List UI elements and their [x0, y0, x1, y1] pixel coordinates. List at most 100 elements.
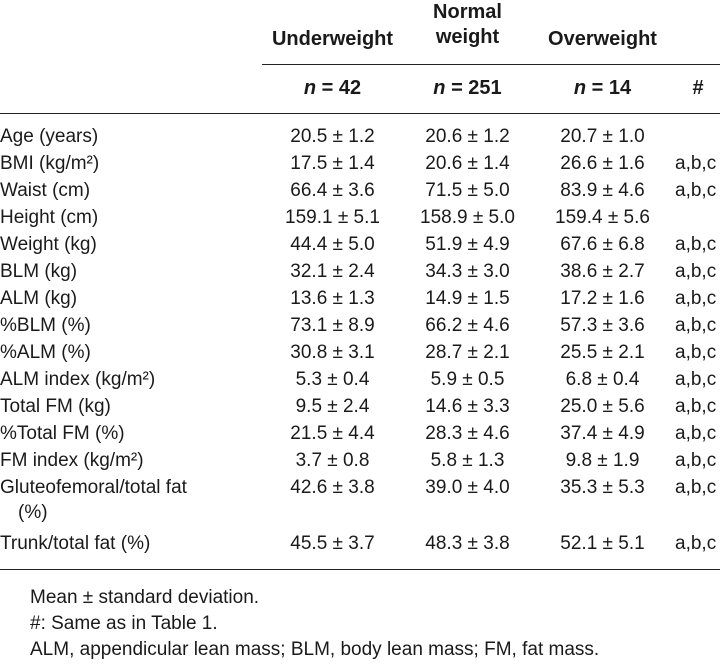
cell-underweight: 9.5 ± 2.4 — [295, 396, 370, 417]
n-italic: n — [433, 77, 446, 99]
table-row: Trunk/total fat (%) 45.5 ± 3.7 48.3 ± 3.… — [0, 530, 720, 557]
cell-underweight: 66.4 ± 3.6 — [290, 180, 375, 201]
table-row: FM index (kg/m²) 3.7 ± 0.8 5.8 ± 1.3 9.8… — [0, 447, 720, 474]
table-row: %BLM (%) 73.1 ± 8.9 66.2 ± 4.6 57.3 ± 3.… — [0, 312, 720, 339]
header-normal-weight: Normal weight — [400, 0, 535, 50]
cell-normal: 34.3 ± 3.0 — [425, 261, 510, 282]
cell-overweight: 37.4 ± 4.9 — [560, 423, 645, 444]
table-row: Gluteofemoral/total fat (%) 42.6 ± 3.8 3… — [0, 474, 720, 528]
cell-underweight: 5.3 ± 0.4 — [295, 369, 370, 390]
cell-normal: 28.7 ± 2.1 — [425, 342, 510, 363]
cell-normal: 5.8 ± 1.3 — [430, 450, 505, 471]
cell-underweight: 13.6 ± 1.3 — [290, 288, 375, 309]
header-normal-line2: weight — [435, 26, 500, 48]
cell-significance: a,b,c — [675, 342, 717, 363]
cell-overweight: 25.0 ± 5.6 — [560, 396, 645, 417]
table-row: %ALM (%) 30.8 ± 3.1 28.7 ± 2.1 25.5 ± 2.… — [0, 339, 720, 366]
cell-overweight: 83.9 ± 4.6 — [560, 180, 645, 201]
n-underweight: n = 42 — [265, 76, 400, 100]
cell-underweight: 42.6 ± 3.8 — [290, 477, 375, 498]
cell-underweight: 44.4 ± 5.0 — [290, 234, 375, 255]
cell-overweight: 38.6 ± 2.7 — [560, 261, 645, 282]
cell-underweight: 21.5 ± 4.4 — [290, 423, 375, 444]
cell-overweight: 159.4 ± 5.6 — [555, 207, 650, 228]
row-label: Waist (cm) — [0, 180, 91, 201]
n-overweight: n = 14 — [535, 76, 670, 100]
cell-underweight: 159.1 ± 5.1 — [285, 207, 380, 228]
cell-significance: a,b,c — [675, 477, 717, 498]
cell-overweight: 26.6 ± 1.6 — [560, 153, 645, 174]
cell-overweight: 9.8 ± 1.9 — [565, 450, 640, 471]
cell-normal: 39.0 ± 4.0 — [425, 477, 510, 498]
n-italic: n — [303, 77, 317, 99]
cell-normal: 14.9 ± 1.5 — [425, 288, 510, 309]
cell-overweight: 6.8 ± 0.4 — [565, 369, 640, 390]
table-row: %Total FM (%) 21.5 ± 4.4 28.3 ± 4.6 37.4… — [0, 420, 720, 447]
cell-overweight: 67.6 ± 6.8 — [560, 234, 645, 255]
table-row: ALM index (kg/m²) 5.3 ± 0.4 5.9 ± 0.5 6.… — [0, 366, 720, 393]
cell-significance: a,b,c — [675, 234, 717, 255]
row-label: BLM (kg) — [0, 261, 78, 282]
cell-normal: 28.3 ± 4.6 — [425, 423, 510, 444]
table-row: Height (cm) 159.1 ± 5.1 158.9 ± 5.0 159.… — [0, 204, 720, 231]
n-italic: n — [573, 77, 587, 99]
cell-underweight: 20.5 ± 1.2 — [290, 126, 375, 147]
cell-overweight: 52.1 ± 5.1 — [560, 533, 645, 554]
header-rule-bottom — [0, 113, 720, 114]
cell-significance: a,b,c — [675, 288, 717, 309]
table-row: Total FM (kg) 9.5 ± 2.4 14.6 ± 3.3 25.0 … — [0, 393, 720, 420]
header-normal-line1: Normal — [433, 1, 502, 23]
row-label: Age (years) — [0, 126, 99, 147]
cell-significance: a,b,c — [675, 369, 717, 390]
header-underweight: Underweight — [271, 28, 394, 50]
table-row: BLM (kg) 32.1 ± 2.4 34.3 ± 3.0 38.6 ± 2.… — [0, 258, 720, 285]
cell-significance: a,b,c — [675, 450, 717, 471]
row-label: Trunk/total fat (%) — [0, 533, 151, 554]
row-label: %BLM (%) — [0, 315, 91, 336]
row-label: BMI (kg/m²) — [0, 153, 100, 174]
cell-normal: 5.9 ± 0.5 — [430, 369, 505, 390]
cell-significance: a,b,c — [675, 423, 717, 444]
table-row: Waist (cm) 66.4 ± 3.6 71.5 ± 5.0 83.9 ± … — [0, 177, 720, 204]
cell-overweight: 57.3 ± 3.6 — [560, 315, 645, 336]
row-label: %ALM (%) — [0, 342, 91, 363]
table-row: Age (years) 20.5 ± 1.2 20.6 ± 1.2 20.7 ±… — [0, 123, 720, 150]
header-overweight: Overweight — [548, 28, 657, 50]
footnote-hash: #: Same as in Table 1. — [30, 613, 218, 634]
cell-significance: a,b,c — [675, 153, 717, 174]
table-row: ALM (kg) 13.6 ± 1.3 14.9 ± 1.5 17.2 ± 1.… — [0, 285, 720, 312]
header-hash: # — [692, 77, 704, 99]
row-label: Height (cm) — [0, 207, 99, 228]
n-normal: n = 251 — [400, 76, 535, 100]
footnote-abbreviations: ALM, appendicular lean mass; BLM, body l… — [30, 639, 600, 660]
cell-normal: 51.9 ± 4.9 — [425, 234, 510, 255]
cell-normal: 20.6 ± 1.2 — [425, 126, 510, 147]
cell-normal: 71.5 ± 5.0 — [425, 180, 510, 201]
row-label: Total FM (kg) — [0, 396, 111, 417]
cell-underweight: 3.7 ± 0.8 — [295, 450, 370, 471]
cell-underweight: 45.5 ± 3.7 — [290, 533, 375, 554]
cell-normal: 158.9 ± 5.0 — [420, 207, 515, 228]
row-label: ALM index (kg/m²) — [0, 369, 156, 390]
cell-significance: a,b,c — [675, 533, 717, 554]
cell-normal: 20.6 ± 1.4 — [425, 153, 510, 174]
cell-significance: a,b,c — [675, 315, 717, 336]
header-rule-top — [262, 64, 720, 65]
cell-significance: a,b,c — [675, 261, 717, 282]
cell-significance: a,b,c — [675, 180, 717, 201]
cell-significance: a,b,c — [675, 396, 717, 417]
n-overweight-value: = 14 — [586, 77, 632, 99]
footnote-mean-sd: Mean ± standard deviation. — [30, 587, 260, 608]
cell-normal: 48.3 ± 3.8 — [425, 533, 510, 554]
cell-underweight: 32.1 ± 2.4 — [290, 261, 375, 282]
table-bottom-rule — [0, 569, 720, 570]
cell-underweight: 17.5 ± 1.4 — [290, 153, 375, 174]
row-label-continuation: (%) — [18, 502, 48, 523]
row-label: Gluteofemoral/total fat — [0, 477, 187, 498]
row-label: FM index (kg/m²) — [0, 450, 144, 471]
n-underweight-value: = 42 — [316, 77, 362, 99]
cell-overweight: 25.5 ± 2.1 — [560, 342, 645, 363]
cell-overweight: 17.2 ± 1.6 — [560, 288, 645, 309]
row-label: %Total FM (%) — [0, 423, 125, 444]
